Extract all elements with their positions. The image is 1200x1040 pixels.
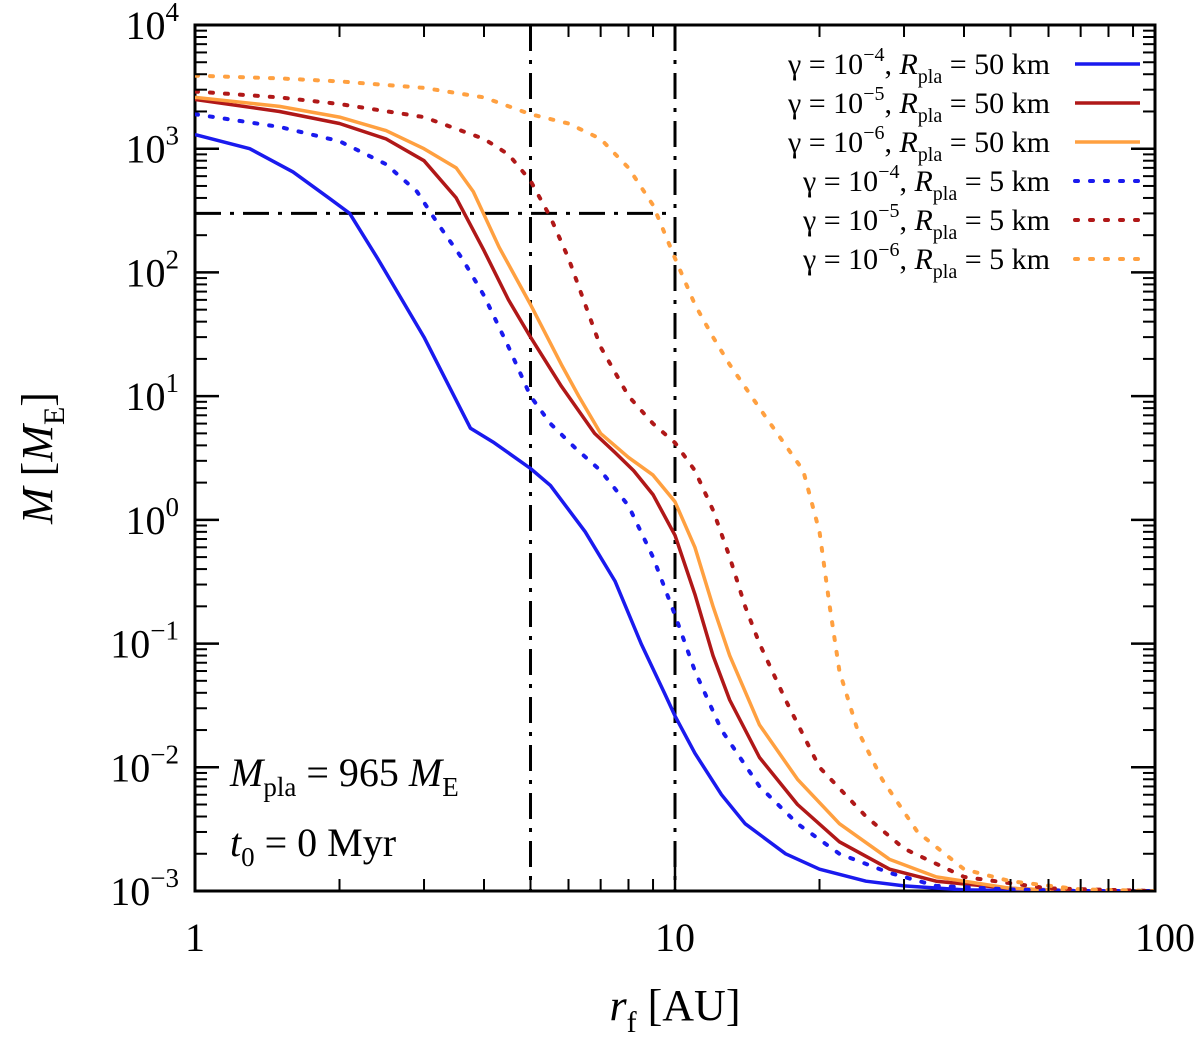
series-line-3 bbox=[195, 95, 1155, 891]
start-time-annotation: t0 = 0 Myr bbox=[230, 820, 396, 872]
y-axis-title: M [ME] bbox=[13, 392, 71, 525]
planetesimal-mass-annotation: Mpla = 965 ME bbox=[229, 750, 459, 802]
y-tick-label: 10−1 bbox=[110, 616, 179, 667]
series-line-1 bbox=[195, 132, 1155, 891]
x-tick-label: 10 bbox=[655, 915, 695, 960]
y-tick-label: 103 bbox=[126, 121, 180, 172]
legend-label-2: γ = 10−5, Rpla = 50 km bbox=[787, 83, 1050, 127]
legend-label-5: γ = 10−5, Rpla = 5 km bbox=[802, 200, 1050, 244]
y-tick-label: 102 bbox=[126, 244, 180, 295]
legend-label-4: γ = 10−4, Rpla = 5 km bbox=[802, 161, 1050, 205]
series-line-4 bbox=[195, 112, 1155, 891]
legend-label-1: γ = 10−4, Rpla = 50 km bbox=[787, 44, 1050, 88]
x-tick-label: 1 bbox=[185, 915, 205, 960]
y-tick-label: 104 bbox=[126, 0, 180, 48]
legend-label-6: γ = 10−6, Rpla = 5 km bbox=[802, 239, 1050, 283]
legend: γ = 10−4, Rpla = 50 kmγ = 10−5, Rpla = 5… bbox=[787, 44, 1142, 283]
series-line-6 bbox=[195, 73, 1155, 891]
y-tick-label: 10−2 bbox=[110, 739, 179, 790]
x-axis-title: rf [AU] bbox=[610, 981, 741, 1039]
series-line-2 bbox=[195, 97, 1155, 891]
y-tick-label: 101 bbox=[126, 368, 180, 419]
x-tick-label: 100 bbox=[1135, 915, 1195, 960]
y-tick-label: 100 bbox=[126, 492, 180, 543]
legend-label-3: γ = 10−6, Rpla = 50 km bbox=[787, 122, 1050, 166]
series-line-5 bbox=[195, 89, 1155, 891]
y-tick-label: 10−3 bbox=[110, 863, 179, 914]
